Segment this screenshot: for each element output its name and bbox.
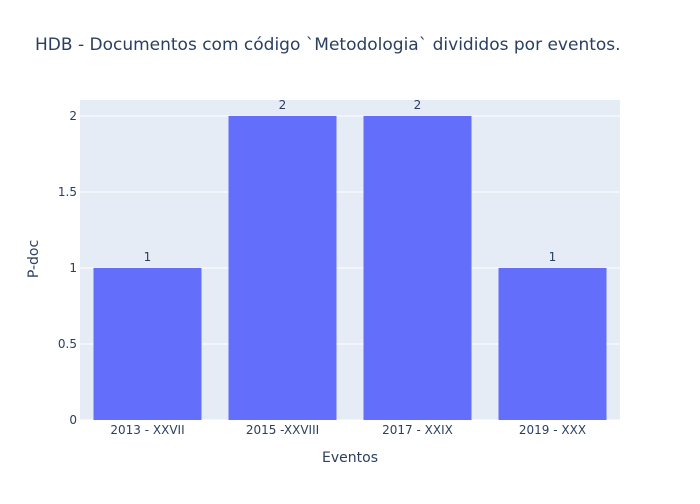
data-labels: 1 2 2 1 bbox=[144, 98, 557, 264]
x-axis-ticks: 2013 - XXVII 2015 -XXVIII 2017 - XXIX 2019 … bbox=[110, 423, 586, 437]
bar-value-label: 1 bbox=[549, 250, 557, 264]
y-axis-ticks: 0 0.5 1 1.5 2 bbox=[58, 109, 77, 427]
chart-title: HDB - Documentos com código `Metodologia… bbox=[35, 35, 621, 55]
bar-value-label: 2 bbox=[414, 98, 422, 112]
y-tick-label: 2 bbox=[69, 109, 77, 123]
x-tick-label: 2017 - XXIX bbox=[382, 423, 453, 437]
y-axis-title: P-doc bbox=[26, 240, 42, 278]
x-axis-title: Eventos bbox=[322, 450, 378, 466]
y-tick-label: 1 bbox=[69, 261, 77, 275]
bar[interactable] bbox=[93, 267, 202, 420]
y-tick-label: 0 bbox=[69, 413, 77, 427]
bar[interactable] bbox=[228, 115, 337, 420]
bar-value-label: 1 bbox=[144, 250, 152, 264]
x-tick-label: 2019 - XXX bbox=[519, 423, 586, 437]
y-tick-label: 0.5 bbox=[58, 337, 77, 351]
bar[interactable] bbox=[363, 115, 472, 420]
y-tick-label: 1.5 bbox=[58, 185, 77, 199]
x-tick-label: 2013 - XXVII bbox=[110, 423, 184, 437]
bars bbox=[93, 115, 607, 420]
x-tick-label: 2015 -XXVIII bbox=[246, 423, 319, 437]
bar-value-label: 2 bbox=[279, 98, 287, 112]
bar[interactable] bbox=[498, 267, 607, 420]
